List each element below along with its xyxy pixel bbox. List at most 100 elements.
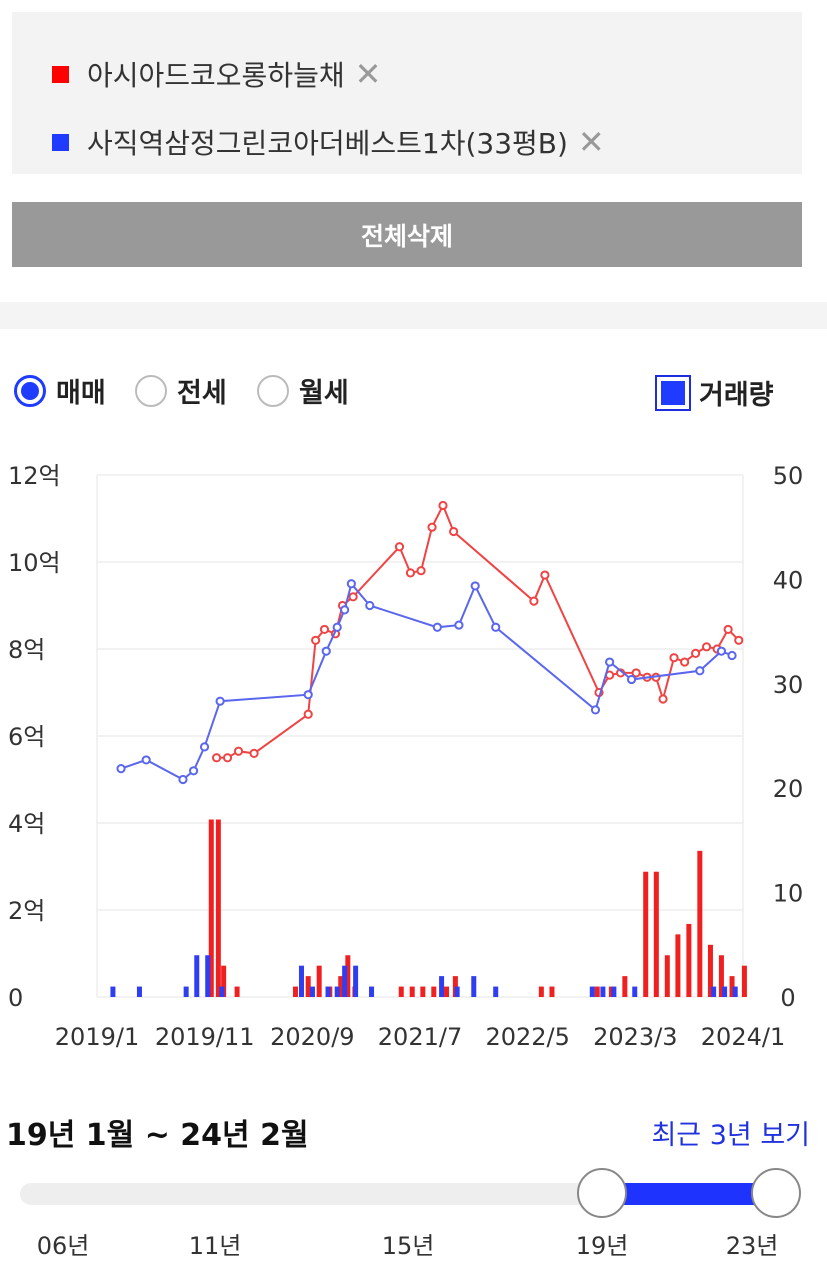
volume-bar [325,986,331,997]
volume-bar [345,955,351,997]
price-point [716,646,727,656]
price-point [346,579,356,589]
period-slider-selected-range [602,1183,776,1205]
volume-bar [600,986,606,997]
price-point [321,646,331,656]
radio-sale-label: 매매 [56,378,106,409]
recent-3-years-link[interactable]: 최근 3년 보기 [651,1120,810,1151]
close-icon[interactable]: ✕ [577,123,605,161]
price-point [405,568,416,578]
selected-complex-1: 아시아드코오롱하늘채 ✕ [52,54,381,94]
price-point [116,764,126,774]
volume-bar [420,986,426,997]
period-range-text: 19년 1월 ~ 24년 2월 [6,1118,309,1153]
price-point [340,605,350,615]
selected-complex-panel: 아시아드코오롱하늘채 ✕ 사직역삼정그린코아더베스트1차(33평B) ✕ [12,12,802,174]
price-point [631,668,641,678]
price-point [454,620,464,630]
volume-bar [298,965,304,997]
volume-bar [439,976,445,997]
chart-grid [96,474,744,998]
volume-bar [622,976,628,997]
volume-bar [409,986,415,997]
radio-monthly-rent[interactable]: 월세 [257,371,349,410]
volume-bar [471,976,477,997]
slider-tick-label: 23년 [725,1232,779,1260]
price-line [120,581,733,781]
volume-bar [643,871,649,997]
volume-bar [675,934,681,997]
price-point [491,622,501,632]
volume-bar [718,955,724,997]
checkbox-checked-icon [655,374,691,411]
volume-bar [342,965,348,997]
x-tick-label: 2019/11 [155,1023,255,1051]
volume-bar [205,955,211,997]
price-point [658,694,668,704]
delete-all-button[interactable]: 전체삭제 [12,202,802,267]
x-tick-label: 2022/5 [485,1023,569,1051]
volume-bar [183,986,189,997]
radio-sale[interactable]: 매매 [14,371,106,410]
y-left-tick-label: 8억 [8,636,45,664]
slider-tick-label: 19년 [575,1232,629,1260]
y-left-tick-label: 0 [8,984,23,1012]
y-right-tick-label: 10 [773,880,804,908]
volume-bar [316,965,322,997]
volume-bar [707,944,713,997]
price-point [626,674,637,685]
y-left-tick-label: 12억 [8,462,61,490]
volume-checkbox-label: 거래량 [699,380,774,411]
x-tick-label: 2021/7 [378,1023,462,1051]
price-point [680,657,690,667]
slider-tick-label: 11년 [188,1232,242,1260]
price-point [727,650,737,661]
price-lines [116,500,744,785]
price-point [695,666,705,676]
volume-checkbox[interactable]: 거래량 [655,373,774,412]
price-point [249,748,259,758]
price-point [438,500,448,511]
volume-bar [136,986,142,997]
y-right-tick-label: 0 [780,984,795,1012]
volume-bar [664,955,670,997]
radio-unchecked-icon [135,374,167,407]
volume-bar [431,986,437,997]
complex-name-2: 사직역삼정그린코아더베스트1차(33평B) [87,127,568,160]
slider-tick-label: 06년 [36,1232,90,1260]
volume-bar [711,986,717,997]
volume-bar [632,986,638,997]
price-point [319,624,330,635]
y-right-tick-label: 30 [773,671,804,699]
volume-bar [732,986,738,997]
volume-bar [538,986,544,997]
slider-handle-end[interactable] [751,1168,801,1218]
volume-bar [369,986,375,997]
radio-jeonse-label: 전세 [177,378,227,409]
slider-tick-label: 15년 [381,1232,435,1260]
blue-legend-marker [52,133,69,151]
y-left-tick-label: 6억 [8,723,45,751]
price-point [233,746,244,756]
price-point [540,570,550,580]
volume-bar [110,986,116,997]
price-point [215,696,225,706]
y-left-tick-label: 4억 [8,810,45,838]
y-right-tick-label: 20 [773,775,804,803]
radio-jeonse[interactable]: 전세 [135,371,227,410]
volume-bar [722,986,728,997]
volume-bar [444,986,450,997]
y-right-tick-label: 50 [773,462,804,490]
price-point [416,566,426,576]
volume-bar [234,986,240,997]
volume-bar [549,986,555,997]
y-left-tick-label: 10억 [8,549,61,577]
volume-bar [305,976,311,997]
price-point [690,648,701,658]
volume-bar [589,986,595,997]
close-icon[interactable]: ✕ [354,55,382,93]
price-volume-chart: 0 2억 4억 6억 8억 10억 12억 0 10 20 30 40 50 2019/1 2019/11 2… [8,462,804,1051]
price-point [449,526,459,537]
slider-handle-start[interactable] [577,1168,627,1218]
volume-bar [292,986,298,997]
